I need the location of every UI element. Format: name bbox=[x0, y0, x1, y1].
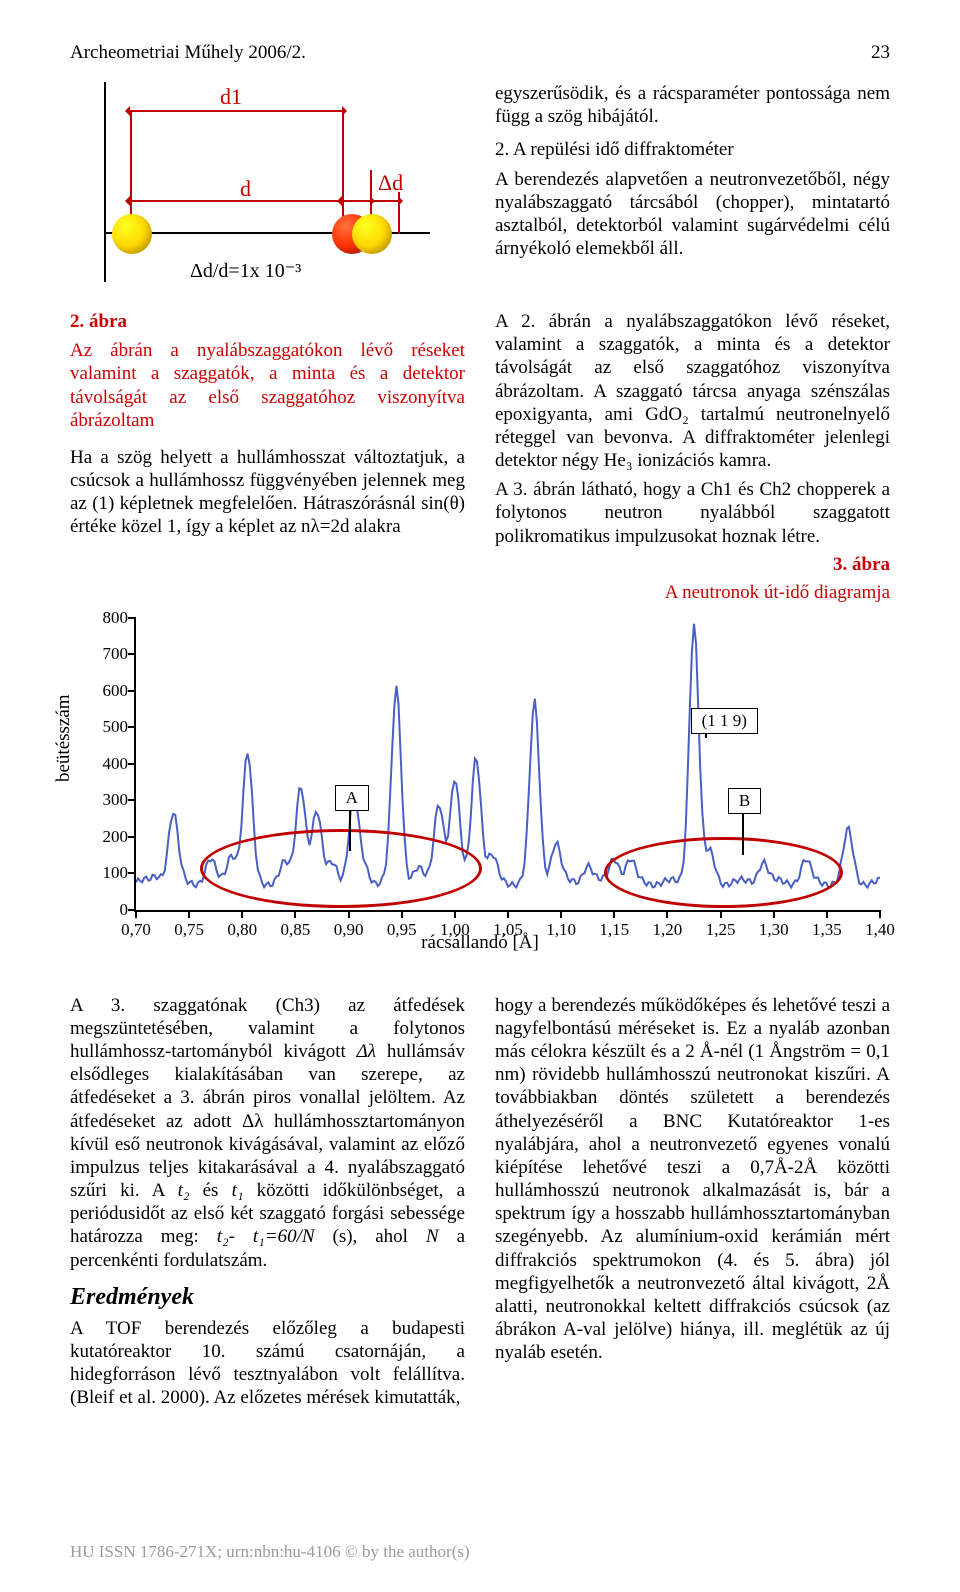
xtick-label: 0,95 bbox=[387, 920, 417, 940]
ann-B: B bbox=[728, 788, 761, 814]
ytick-label: 700 bbox=[84, 644, 128, 664]
mid-left-text: Ha a szög helyett a hullámhosszat változ… bbox=[70, 446, 465, 539]
xtick-label: 0,75 bbox=[174, 920, 204, 940]
ytick-label: 400 bbox=[84, 754, 128, 774]
bottom-right-para: hogy a berendezés működőképes és lehetőv… bbox=[495, 994, 890, 1365]
intro-para: egyszerűsödik, és a rácsparaméter pontos… bbox=[495, 82, 890, 128]
xtick-label: 0,70 bbox=[121, 920, 151, 940]
journal-title: Archeometriai Műhely 2006/2. bbox=[70, 42, 306, 64]
xtick-label: 1,35 bbox=[812, 920, 842, 940]
footer-issn: HU ISSN 1786-271X; urn:nbn:hu-4106 © by … bbox=[70, 1542, 470, 1562]
xtick-label: 1,15 bbox=[599, 920, 629, 940]
xtick-label: 1,10 bbox=[546, 920, 576, 940]
xtick-label: 0,85 bbox=[281, 920, 311, 940]
results-heading: Eredmények bbox=[70, 1284, 465, 1311]
ann-119: (1 1 9) bbox=[691, 708, 758, 734]
chart-x-label: rácsállandó [Å] bbox=[421, 932, 539, 954]
fig2-label: 2. ábra bbox=[70, 311, 127, 332]
fig2-caption: Az ábrán a nyalábszaggatókon lévő réseke… bbox=[70, 339, 465, 432]
ytick-label: 200 bbox=[84, 827, 128, 847]
xtick-label: 1,30 bbox=[759, 920, 789, 940]
ytick-label: 300 bbox=[84, 790, 128, 810]
label-d1: d1 bbox=[220, 84, 242, 110]
ytick-label: 100 bbox=[84, 863, 128, 883]
label-dd: Δd bbox=[378, 170, 403, 196]
ytick-label: 0 bbox=[84, 900, 128, 920]
fig3-caption: A neutronok út-idő diagramja bbox=[495, 582, 890, 604]
mid-right-p1: A 2. ábrán a nyalábszaggatókon lévő rése… bbox=[495, 310, 890, 472]
intro-para-2: A berendezés alapvetően a neutronvezetőb… bbox=[495, 168, 890, 261]
fig3-label: 3. ábra bbox=[495, 554, 890, 576]
page-number: 23 bbox=[871, 42, 890, 64]
ytick-label: 500 bbox=[84, 717, 128, 737]
diffraction-chart: beütésszám 01002003004005006007008000,70… bbox=[70, 612, 890, 952]
label-d: d bbox=[240, 176, 251, 202]
xtick-label: 1,20 bbox=[653, 920, 683, 940]
formula-dd-over-d: Δd/d=1x 10⁻³ bbox=[190, 258, 301, 283]
ytick-label: 600 bbox=[84, 681, 128, 701]
xtick-label: 1,40 bbox=[865, 920, 895, 940]
mid-right-p2: A 3. ábrán látható, hogy a Ch1 és Ch2 ch… bbox=[495, 478, 890, 548]
bottom-left-para-2: A TOF berendezés előzőleg a budapesti ku… bbox=[70, 1317, 465, 1410]
figure-1-atoms: d1 d Δd Δd/d=1x 10⁻³ bbox=[70, 82, 430, 282]
bottom-left-para: A 3. szaggatónak (Ch3) az átfedések megs… bbox=[70, 994, 465, 1272]
chart-y-label: beütésszám bbox=[53, 694, 75, 782]
ytick-label: 800 bbox=[84, 608, 128, 628]
xtick-label: 0,80 bbox=[227, 920, 257, 940]
xtick-label: 1,25 bbox=[706, 920, 736, 940]
subsection-title: 2. A repülési idő diffraktométer bbox=[495, 139, 734, 160]
ann-A: A bbox=[335, 785, 369, 811]
xtick-label: 0,90 bbox=[334, 920, 364, 940]
